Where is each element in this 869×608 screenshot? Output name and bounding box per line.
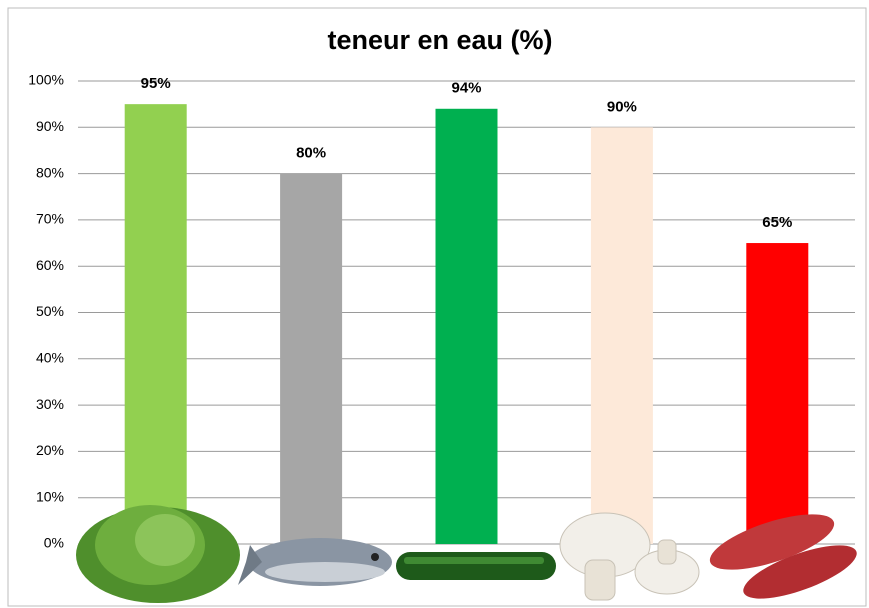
bar: [280, 174, 342, 544]
y-tick-label: 80%: [36, 164, 64, 180]
y-tick-label: 90%: [36, 118, 64, 134]
chart-title: teneur en eau (%): [327, 25, 552, 55]
value-label: 95%: [141, 75, 171, 92]
value-label: 65%: [762, 214, 792, 231]
y-tick-label: 10%: [36, 488, 64, 504]
bar: [591, 127, 653, 544]
value-label: 90%: [607, 98, 637, 115]
y-tick-label: 30%: [36, 396, 64, 412]
chart: teneur en eau (%) 0% 10% 20% 30% 40% 50% 60% 70…: [0, 0, 869, 608]
y-tick-label: 20%: [36, 442, 64, 458]
page: teneur en eau (%) 0% 10% 20% 30% 40% 50% 60% 70…: [0, 0, 869, 608]
zucchini-illustration: [396, 552, 556, 580]
y-tick-label: 50%: [36, 303, 64, 319]
y-tick-label: 40%: [36, 350, 64, 366]
value-label: 80%: [296, 145, 326, 162]
bar: [436, 109, 498, 544]
y-tick-label: 60%: [36, 257, 64, 273]
y-tick-label: 100%: [28, 72, 64, 88]
bar: [125, 104, 187, 544]
y-tick-label: 70%: [36, 211, 64, 227]
bar: [746, 243, 808, 544]
value-label: 94%: [451, 80, 481, 97]
y-tick-label: 0%: [44, 535, 64, 551]
